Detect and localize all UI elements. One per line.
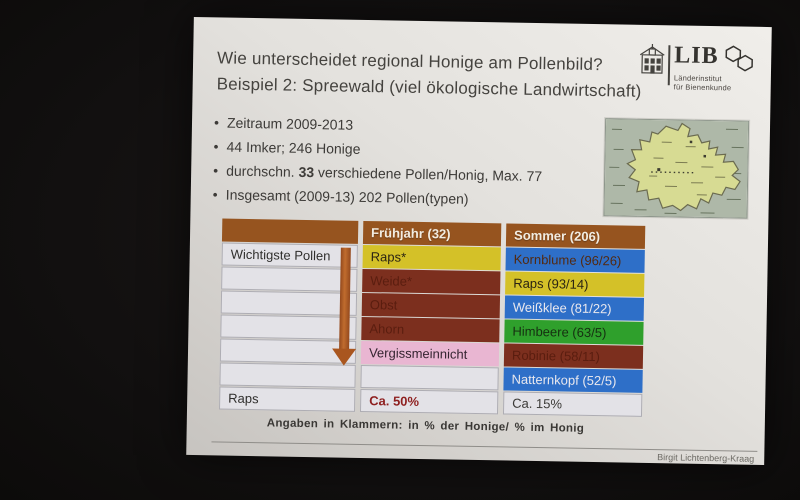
table-cell: Raps (93/14) <box>505 271 645 297</box>
table-cell <box>219 338 357 364</box>
table-cell: Wichtigste Pollen <box>221 242 358 268</box>
slide-title: Wie unterscheidet regional Honige am Pol… <box>216 45 642 104</box>
table-cell <box>220 314 357 340</box>
footer-divider <box>211 441 758 452</box>
bullet-text: durchschn. <box>226 162 299 180</box>
bullet-text-bold: 33 <box>298 163 315 181</box>
table-header-cell-fruehjahr: Frühjahr (32) <box>362 220 502 247</box>
institute-building-icon <box>639 43 665 74</box>
table-footnote: Angaben in Klammern: in % der Honige/ % … <box>266 417 585 435</box>
logo-subtitle-2: für Bienenkunde <box>673 82 732 93</box>
author-credit: Birgit Lichtenberg-Kraag <box>657 452 755 464</box>
table-cell <box>219 362 356 388</box>
table-cell: Ca. 50% <box>359 388 499 415</box>
table-cell: Raps* <box>362 244 501 271</box>
table-cell <box>221 266 358 292</box>
bullet-list: Zeitraum 2009-2013 44 Imker; 246 Honige … <box>213 110 544 212</box>
table-cell: Kornblume (96/26) <box>505 247 645 273</box>
logo-acronym: LIB <box>674 42 719 70</box>
logo-divider <box>667 45 671 86</box>
table-cell: Himbeere (63/5) <box>504 319 644 345</box>
bullet-text: Zeitraum 2009-2013 <box>226 114 354 133</box>
honeycomb-icon <box>725 45 754 72</box>
bullet-text: 44 Imker; 246 Honige <box>226 138 361 157</box>
table-cell: Obst <box>361 292 501 319</box>
table-cell: Vergissmeinnicht <box>360 340 500 367</box>
table-header-cell <box>221 218 359 244</box>
lib-logo: LIB Länderinstitut für Bienenkunde <box>639 42 766 93</box>
table-cell: Weide* <box>362 268 501 295</box>
table-header-cell-sommer: Sommer (206) <box>505 223 646 249</box>
table-cell <box>220 290 358 316</box>
table-cell: Robinie (58/11) <box>503 343 644 369</box>
table-cell: Ca. 15% <box>502 391 643 417</box>
logo-text-block: LIB Länderinstitut für Bienenkunde <box>673 42 759 93</box>
table-cell: Natternkopf (52/5) <box>503 367 643 393</box>
table-cell: Ahorn <box>361 316 500 343</box>
table-cell: Weißklee (81/22) <box>504 295 645 321</box>
table-cell <box>360 364 499 391</box>
bullet-item-4: Insgesamt (2009-13) 202 Pollen(typen) <box>213 182 542 212</box>
spreewald-region-map <box>603 118 750 219</box>
table-cell: Raps <box>219 386 356 412</box>
presentation-slide: Wie unterscheidet regional Honige am Pol… <box>186 16 772 466</box>
pollen-table: Frühjahr (32) Sommer (206) Wichtigste Po… <box>219 218 646 417</box>
bullet-text: Insgesamt (2009-13) 202 Pollen(typen) <box>225 186 469 207</box>
bullet-text: verschiedene Pollen/Honig, Max. 77 <box>313 164 543 185</box>
